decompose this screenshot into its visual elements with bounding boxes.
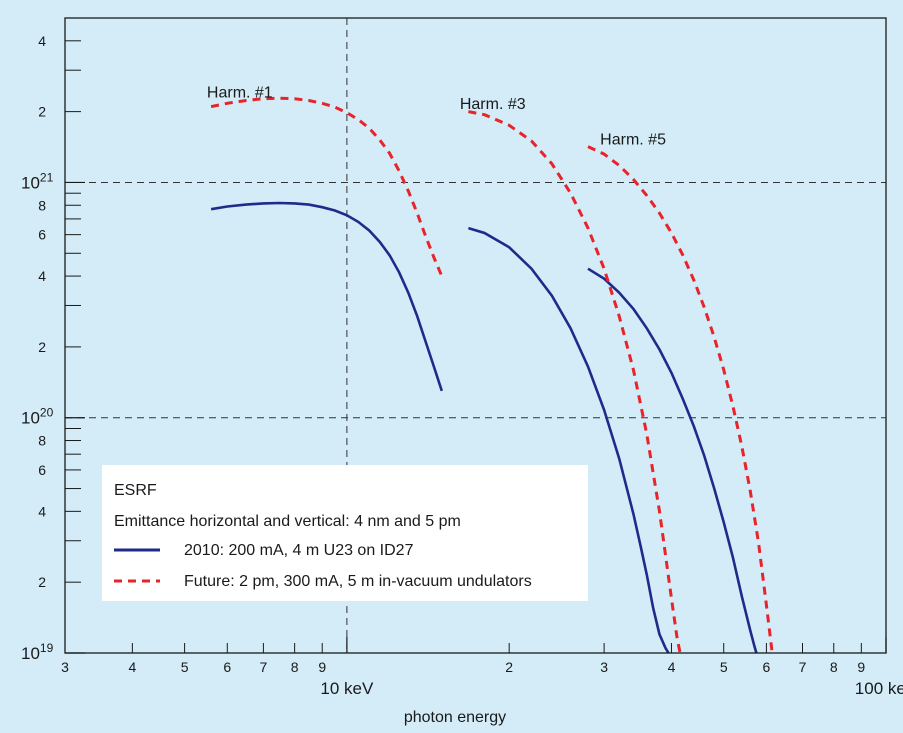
x-tick-label: 7	[259, 659, 267, 675]
y-tick-label: 4	[38, 33, 46, 49]
annotation-harmonic-3: Harm. #3	[460, 96, 526, 113]
y-tick-label: 2	[38, 574, 46, 590]
y-tick-label: 6	[38, 462, 46, 478]
series-2010-harmonic-1	[210, 201, 444, 392]
y-tick-label: 6	[38, 227, 46, 243]
y-tick-label: 2	[38, 339, 46, 355]
x-tick-label: 4	[668, 659, 676, 675]
legend-label-2010: 2010: 200 mA, 4 m U23 on ID27	[184, 542, 414, 559]
legend: ESRF Emittance horizontal and vertical: …	[102, 465, 588, 601]
legend-box	[102, 465, 588, 601]
y-tick-label: 2	[38, 104, 46, 120]
plot-frame	[64, 17, 887, 654]
x-tick-label: 8	[830, 659, 838, 675]
x-tick-label: 6	[223, 659, 231, 675]
legend-subtitle: Emittance horizontal and vertical: 4 nm …	[114, 513, 461, 530]
legend-title: ESRF	[114, 482, 157, 499]
y-tick-label: 8	[38, 433, 46, 449]
series-future-harmonic-1	[210, 96, 444, 277]
y-tick-label: 8	[38, 197, 46, 213]
x-tick-label: 5	[181, 659, 189, 675]
harmonic-annotations: Harm. #1 Harm. #3 Harm. #5	[207, 84, 666, 148]
annotation-harmonic-5: Harm. #5	[600, 131, 666, 148]
legend-label-future: Future: 2 pm, 300 mA, 5 m in-vacuum undu…	[184, 573, 532, 590]
x-tick-label: 5	[720, 659, 728, 675]
x-tick-label: 8	[291, 659, 299, 675]
y-tick-label: 4	[38, 268, 46, 284]
series-future-harmonic-5	[587, 145, 774, 654]
y-tick-label: 4	[38, 503, 46, 519]
x-major-tick-label: 10 keV	[320, 679, 374, 698]
x-axis-ticks: 3 4 5 6 7 8 9 2 3 4 5 6 7 8 9 10 keV 100 keV	[61, 637, 903, 698]
series-2010-harmonic-5	[587, 267, 758, 654]
x-tick-label: 6	[763, 659, 771, 675]
annotation-harmonic-1: Harm. #1	[207, 84, 273, 101]
x-tick-label: 9	[857, 659, 865, 675]
series-2010-harmonic-3	[468, 226, 670, 654]
x-tick-label: 4	[128, 659, 136, 675]
x-major-tick-label: 100 keV	[855, 679, 903, 698]
x-tick-label: 7	[799, 659, 807, 675]
x-tick-label: 2	[505, 659, 513, 675]
x-tick-label: 3	[600, 659, 608, 675]
x-tick-label: 9	[318, 659, 326, 675]
series-layer	[210, 96, 774, 654]
x-tick-label: 3	[61, 659, 69, 675]
x-axis-title: photon energy	[404, 709, 506, 726]
